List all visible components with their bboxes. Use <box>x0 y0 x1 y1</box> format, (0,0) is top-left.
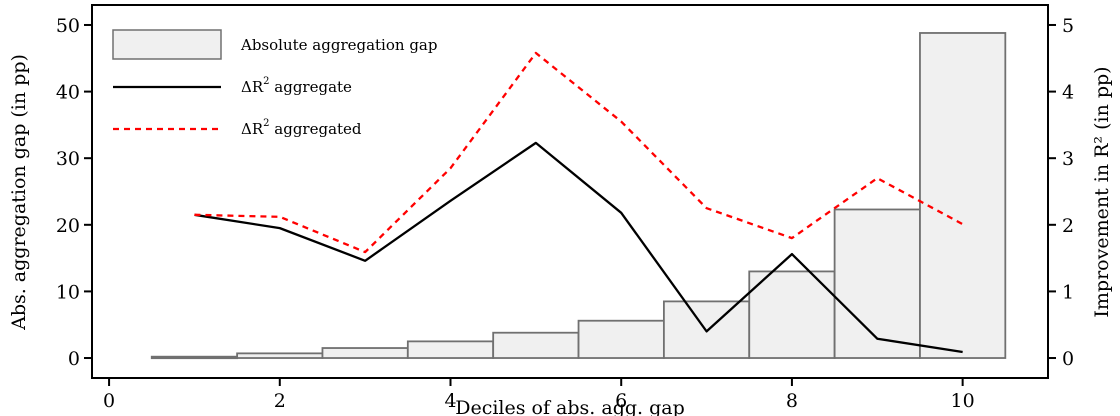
bars-layer <box>150 32 1007 360</box>
y-axis-label-right: Improvement in R² (in pp) <box>1091 66 1113 317</box>
y-left-tick-label-40: 40 <box>56 82 80 104</box>
series-line-aggregated <box>194 51 964 254</box>
y-right-tick-label-0: 0 <box>1062 348 1074 370</box>
x-tick-label-6: 6 <box>615 390 627 412</box>
y-right-tick-label-3: 3 <box>1062 148 1074 170</box>
y-axis-label-left: Abs. aggregation gap (in pp) <box>8 54 30 331</box>
x-axis-label: Deciles of abs. agg. gap <box>455 397 685 416</box>
legend-label-aggregated: ΔR2 aggregated <box>241 118 362 138</box>
y-right-tick-label-5: 5 <box>1062 15 1074 37</box>
y-left-tick-label-20: 20 <box>56 215 80 237</box>
legend-label-aggregated-rest: aggregated <box>270 120 362 138</box>
y-left-tick-label-0: 0 <box>68 348 80 370</box>
legend-label-aggregate-sup: 2 <box>263 76 269 87</box>
x-tick-label-10: 10 <box>951 390 975 412</box>
y-left-tick-label-30: 30 <box>56 148 80 170</box>
bar-decile-9 <box>833 208 921 359</box>
ticks-layer: 0 2 4 6 8 10 0 10 20 30 40 50 0 1 2 3 4 5 <box>56 15 1074 412</box>
y-right-tick-label-1: 1 <box>1062 281 1074 303</box>
lines-layer <box>194 51 964 354</box>
bar-decile-6 <box>577 319 665 359</box>
bar-decile-3 <box>321 347 409 359</box>
legend-swatch-bar <box>112 29 222 60</box>
legend: Absolute aggregation gap ΔR2 aggregate Δ… <box>112 29 437 138</box>
legend-label-aggregate-rest: aggregate <box>270 78 353 96</box>
y-left-tick-label-50: 50 <box>56 15 80 37</box>
x-tick-label-0: 0 <box>103 390 115 412</box>
legend-label-aggregated-sup: 2 <box>263 118 269 129</box>
x-tick-label-8: 8 <box>786 390 798 412</box>
bar-decile-2 <box>236 352 324 359</box>
x-tick-label-4: 4 <box>444 390 456 412</box>
legend-label-aggregate: ΔR2 aggregate <box>241 76 352 96</box>
bar-decile-4 <box>406 340 495 359</box>
bar-decile-10 <box>919 32 1007 359</box>
x-tick-label-2: 2 <box>274 390 286 412</box>
y-right-tick-label-2: 2 <box>1062 215 1074 237</box>
bar-decile-1 <box>150 355 239 360</box>
legend-label-aggregated-main: ΔR <box>241 120 264 138</box>
y-left-tick-label-10: 10 <box>56 281 80 303</box>
bar-decile-5 <box>492 331 580 359</box>
y-right-tick-label-4: 4 <box>1062 82 1074 104</box>
legend-label-aggregate-main: ΔR <box>241 78 264 96</box>
plot-frame <box>91 4 1049 379</box>
legend-label-bars: Absolute aggregation gap <box>240 36 437 54</box>
series-line-aggregate <box>194 141 963 354</box>
